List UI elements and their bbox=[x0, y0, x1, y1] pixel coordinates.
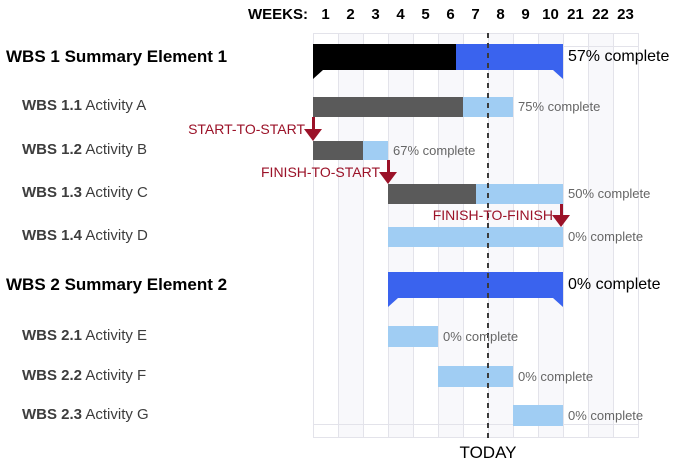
gantt-bar-complete bbox=[313, 97, 463, 117]
summary-tail-left bbox=[313, 70, 323, 79]
status-label: 50% complete bbox=[568, 186, 651, 201]
grid-column bbox=[588, 33, 613, 437]
today-label: TODAY bbox=[459, 443, 517, 462]
week-tick: 21 bbox=[567, 6, 584, 23]
grid-column bbox=[313, 33, 338, 437]
week-tick: 5 bbox=[421, 6, 430, 23]
summary-tail-right bbox=[553, 298, 563, 307]
weeks-axis-label: WEEKS: bbox=[248, 6, 308, 23]
gantt-row-label: WBS 2.1 Activity E bbox=[22, 326, 148, 344]
gantt-bar bbox=[388, 227, 563, 247]
status-label: 75% complete bbox=[518, 99, 601, 114]
status-label: 0% complete bbox=[568, 276, 661, 293]
week-tick: 7 bbox=[471, 6, 480, 23]
week-tick: 1 bbox=[321, 6, 330, 23]
grid-line-vertical bbox=[313, 33, 314, 437]
summary-tail-right bbox=[553, 70, 563, 79]
gantt-bar-complete bbox=[388, 184, 476, 204]
today-line bbox=[487, 33, 489, 440]
grid-line-horizontal bbox=[313, 424, 639, 425]
dependency-label: FINISH-TO-START bbox=[261, 163, 380, 180]
gantt-bar bbox=[388, 184, 563, 204]
dependency-arrow-head bbox=[379, 172, 397, 184]
grid-line-vertical bbox=[563, 33, 564, 437]
week-tick: 4 bbox=[396, 6, 405, 23]
grid-line-vertical bbox=[638, 33, 639, 437]
grid-column bbox=[563, 33, 588, 437]
grid-line-vertical bbox=[338, 33, 339, 437]
grid-column bbox=[613, 33, 638, 437]
gantt-bar-complete bbox=[313, 44, 456, 70]
status-label: 0% complete bbox=[443, 328, 519, 344]
week-tick: 6 bbox=[446, 6, 455, 23]
gantt-bar-complete bbox=[313, 141, 364, 160]
gantt-bar bbox=[388, 272, 563, 307]
summary-tail-left bbox=[388, 298, 398, 307]
dependency-label: START-TO-START bbox=[188, 120, 305, 137]
gantt-row-label: WBS 1.1 Activity A bbox=[22, 97, 147, 114]
gantt-bar bbox=[313, 44, 563, 79]
gantt-row-label: WBS 1.2 Activity B bbox=[22, 140, 148, 158]
grid-line-horizontal bbox=[313, 33, 639, 34]
gantt-bar bbox=[513, 405, 563, 426]
gantt-row-label: WBS 1.3 Activity C bbox=[22, 184, 148, 201]
status-label: 0% complete bbox=[518, 368, 594, 384]
grid-column bbox=[363, 33, 388, 437]
gantt-bar bbox=[313, 141, 388, 160]
grid-line-vertical bbox=[363, 33, 364, 437]
dependency-label: FINISH-TO-FINISH bbox=[432, 207, 553, 223]
dependency-arrow-head bbox=[304, 129, 322, 141]
week-tick: 23 bbox=[617, 6, 634, 23]
gantt-bar bbox=[388, 326, 438, 347]
grid-line-vertical bbox=[588, 33, 589, 437]
grid-line-vertical bbox=[613, 33, 614, 437]
dependency-arrow-head bbox=[552, 215, 570, 227]
week-tick: 8 bbox=[496, 6, 505, 23]
gantt-row-label: WBS 2.3 Activity G bbox=[22, 405, 149, 423]
gantt-bar bbox=[313, 97, 513, 117]
status-label: 0% complete bbox=[568, 407, 644, 423]
week-tick: 9 bbox=[521, 6, 530, 23]
week-tick: 3 bbox=[371, 6, 380, 23]
week-tick: 10 bbox=[542, 6, 559, 23]
week-tick: 2 bbox=[346, 6, 355, 23]
gantt-row-label: WBS 2 Summary Element 2 bbox=[6, 275, 228, 294]
grid-column bbox=[338, 33, 363, 437]
dependency-arrow-stem bbox=[311, 117, 315, 131]
week-tick: 22 bbox=[592, 6, 609, 23]
gantt-row-label: WBS 2.2 Activity F bbox=[22, 366, 147, 384]
status-label: 57% complete bbox=[568, 48, 670, 65]
gantt-bar bbox=[438, 366, 513, 387]
dependency-arrow-stem bbox=[386, 160, 390, 174]
status-label: 67% complete bbox=[393, 142, 476, 158]
dependency-arrow-stem bbox=[559, 204, 563, 217]
status-label: 0% complete bbox=[568, 229, 644, 244]
gantt-row-label: WBS 1 Summary Element 1 bbox=[6, 47, 228, 66]
grid-line-horizontal bbox=[313, 437, 639, 438]
gantt-row-label: WBS 1.4 Activity D bbox=[22, 227, 148, 244]
